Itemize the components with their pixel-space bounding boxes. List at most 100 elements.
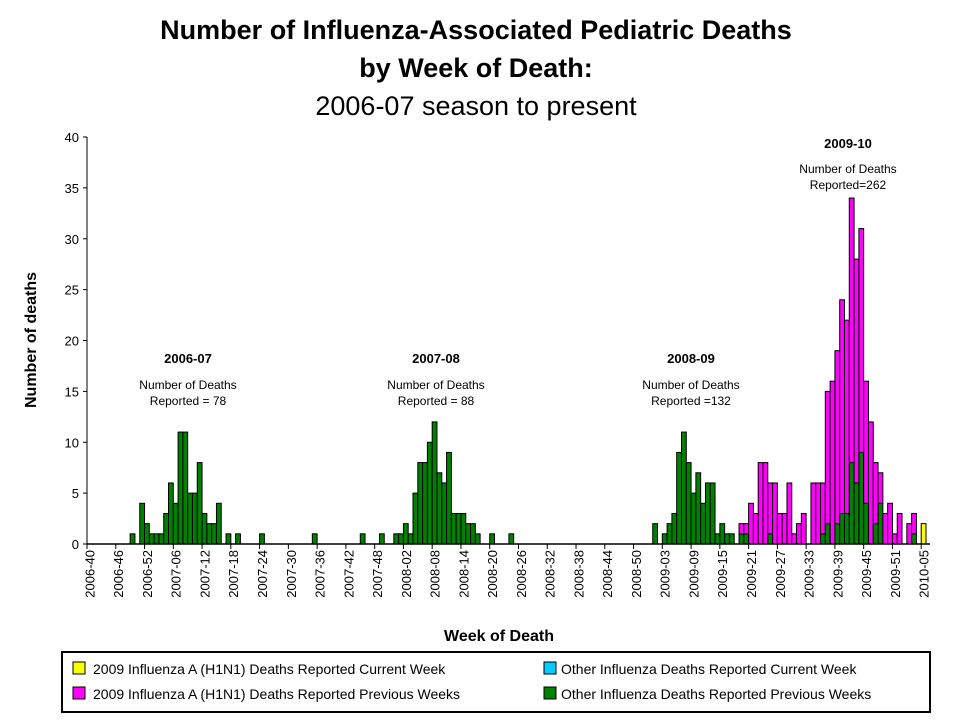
bar-2008-02-series-0 [402, 523, 409, 545]
y-tick-label: 0 [72, 537, 79, 552]
bar-2007-49-series-0 [378, 533, 385, 545]
bar-2009-40-series-0 [839, 512, 845, 545]
bar-2010-05-series-2 [920, 523, 927, 545]
x-tick-label: 2009-15 [715, 550, 730, 598]
bar-2009-25-series-1 [767, 482, 774, 535]
bar-2006-49-series-0 [129, 533, 136, 545]
x-tick-label: 2008-08 [428, 550, 443, 598]
bar-2006-52-series-0 [144, 523, 150, 545]
bar-2009-44-series-0 [858, 451, 865, 545]
bar-2009-45-series-0 [863, 502, 869, 545]
season-label: 2008-09 [667, 351, 715, 366]
x-tick-label: 2006-40 [82, 550, 97, 598]
x-axis: 2006-40 2006-46 2006-52 2007-06 2007-12 2007-… [82, 543, 932, 598]
bar-2008-13-series-0 [455, 512, 462, 545]
bar-2008-08-series-0 [431, 421, 438, 545]
bar-2007-24-series-0 [259, 533, 265, 545]
bar-2009-04-series-0 [666, 523, 673, 545]
x-tick-label: 2008-20 [485, 550, 500, 598]
legend-swatch-other-previous [543, 686, 557, 700]
bar-2009-42-series-0 [848, 462, 855, 545]
y-tick-label: 25 [65, 283, 79, 298]
bar-2007-12-series-0 [201, 512, 208, 545]
x-tick-label: 2010-05 [917, 550, 932, 598]
x-tick-label: 2008-26 [514, 550, 529, 598]
bar-2010-02-series-1 [906, 523, 913, 545]
x-tick-label: 2006-46 [111, 550, 126, 598]
y-axis: 0 5 10 15 20 25 30 35 40 [65, 130, 88, 552]
y-tick-label: 40 [65, 130, 79, 145]
bar-2010-03-series-1 [911, 512, 917, 535]
annotation-2009-10: 2009-10 Number of Deaths Reported=262 [799, 136, 896, 192]
bar-2009-13-series-0 [709, 482, 716, 545]
x-tick-label: 2009-21 [744, 550, 759, 598]
season-count: Reported =132 [651, 394, 731, 408]
x-tick-label: 2007-06 [169, 550, 184, 598]
bar-2009-19-series-0 [738, 533, 745, 545]
bar-2009-08-series-0 [685, 462, 692, 545]
bar-2009-34-series-1 [810, 482, 817, 545]
season-note: Number of Deaths [799, 162, 896, 176]
bar-2009-20-series-1 [743, 523, 750, 535]
bar-2009-14-series-0 [714, 533, 721, 545]
bar-2009-51-series-1 [891, 533, 898, 545]
y-tick-label: 15 [65, 384, 79, 399]
bar-2009-07-series-0 [680, 431, 687, 545]
bar-2007-06-series-0 [172, 502, 179, 545]
y-tick-label: 5 [72, 486, 79, 501]
y-tick-label: 20 [65, 334, 79, 349]
bar-2009-19-series-1 [738, 523, 745, 535]
y-tick-label: 10 [65, 435, 79, 450]
bar-2009-47-series-1 [872, 462, 879, 525]
bar-2007-15-series-0 [215, 502, 222, 545]
x-tick-label: 2009-03 [658, 550, 673, 598]
x-tick-label: 2008-32 [543, 550, 558, 598]
bar-2009-25-series-0 [767, 533, 774, 545]
x-tick-label: 2007-12 [197, 550, 212, 598]
bar-2009-03-series-0 [661, 533, 668, 545]
bar-2007-01-series-0 [148, 533, 155, 545]
legend-label-other-current: Other Influenza Deaths Reported Current … [561, 661, 857, 677]
bar-2008-14-series-0 [460, 512, 467, 545]
bar-2008-09-series-0 [436, 472, 443, 545]
x-tick-label: 2007-48 [370, 550, 385, 598]
x-tick-label: 2007-30 [284, 550, 299, 598]
bar-2010-03-series-0 [911, 533, 917, 545]
bar-2009-17-series-0 [728, 533, 735, 545]
bar-2008-03-series-0 [407, 533, 414, 545]
bar-2007-09-series-0 [187, 492, 193, 545]
bar-2009-09-series-0 [690, 492, 697, 545]
x-tick-label: 2009-45 [859, 550, 874, 598]
season-note: Number of Deaths [642, 378, 739, 392]
legend-label-h1n1-previous: 2009 Influenza A (H1N1) Deaths Reported … [93, 686, 460, 702]
x-tick-label: 2009-39 [830, 550, 845, 598]
season-note: Number of Deaths [387, 378, 484, 392]
legend-label-other-previous: Other Influenza Deaths Reported Previous… [561, 686, 871, 702]
bar-2009-52-series-1 [896, 512, 903, 545]
bars [129, 197, 927, 545]
bar-2009-23-series-1 [757, 462, 764, 545]
season-label: 2006-07 [164, 351, 212, 366]
x-tick-label: 2009-33 [802, 550, 817, 598]
bar-2009-42-series-1 [848, 197, 855, 464]
bar-2009-36-series-0 [820, 533, 826, 545]
bar-2009-21-series-1 [748, 502, 754, 545]
bar-2009-47-series-0 [872, 523, 879, 545]
bar-2008-20-series-0 [489, 533, 496, 545]
x-tick-label: 2008-50 [629, 550, 644, 598]
season-label: 2007-08 [412, 351, 460, 366]
y-tick-label: 30 [65, 232, 79, 247]
bar-2009-48-series-1 [877, 472, 884, 504]
bar-2009-40-series-1 [839, 299, 845, 514]
bar-2009-27-series-1 [776, 512, 783, 545]
bar-2007-45-series-0 [359, 533, 366, 545]
annotation-2006-07: 2006-07 Number of Deaths Reported = 78 [139, 351, 236, 408]
x-tick-label: 2009-27 [773, 550, 788, 598]
chart-subtitle: 2006-07 season to present [315, 91, 637, 121]
bar-2009-45-series-1 [863, 380, 869, 504]
bar-2009-20-series-0 [743, 533, 750, 545]
bar-2009-11-series-0 [700, 502, 706, 545]
legend-box [61, 651, 931, 713]
bar-2009-44-series-1 [858, 228, 865, 453]
bar-2009-39-series-1 [834, 350, 841, 525]
